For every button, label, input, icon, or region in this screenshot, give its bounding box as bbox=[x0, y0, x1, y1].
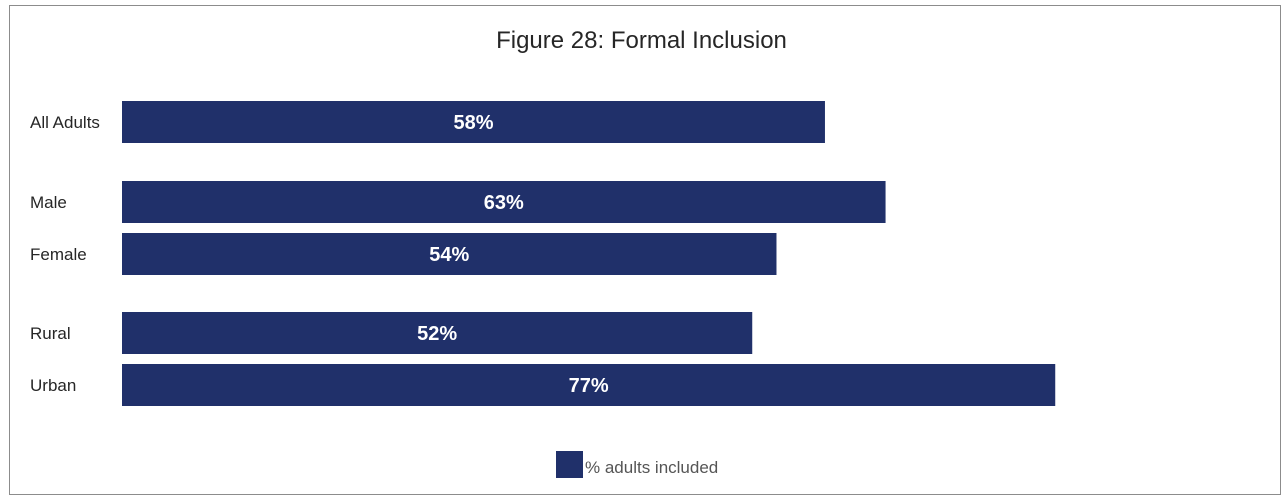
legend: % adults included bbox=[556, 451, 718, 478]
data-label: 52% bbox=[417, 323, 457, 345]
legend-swatch bbox=[556, 451, 583, 478]
category-label: Female bbox=[30, 245, 87, 264]
chart-plot-area: All Adults 58% Male 63% Female 54% Rural 52% Urb… bbox=[30, 101, 1056, 406]
category-label: Rural bbox=[30, 324, 71, 343]
legend-label: % adults included bbox=[585, 458, 719, 477]
bar bbox=[122, 364, 1056, 406]
data-label: 77% bbox=[569, 375, 609, 397]
bar bbox=[122, 233, 777, 275]
bar bbox=[122, 101, 825, 143]
category-label: Urban bbox=[30, 376, 76, 395]
data-label: 63% bbox=[484, 192, 524, 214]
chart-title: Figure 28: Formal Inclusion bbox=[496, 27, 787, 54]
data-label: 54% bbox=[429, 244, 469, 266]
bar bbox=[122, 181, 886, 223]
category-label: All Adults bbox=[30, 113, 100, 132]
category-label: Male bbox=[30, 193, 67, 212]
bar bbox=[122, 312, 753, 354]
data-label: 58% bbox=[453, 112, 493, 134]
